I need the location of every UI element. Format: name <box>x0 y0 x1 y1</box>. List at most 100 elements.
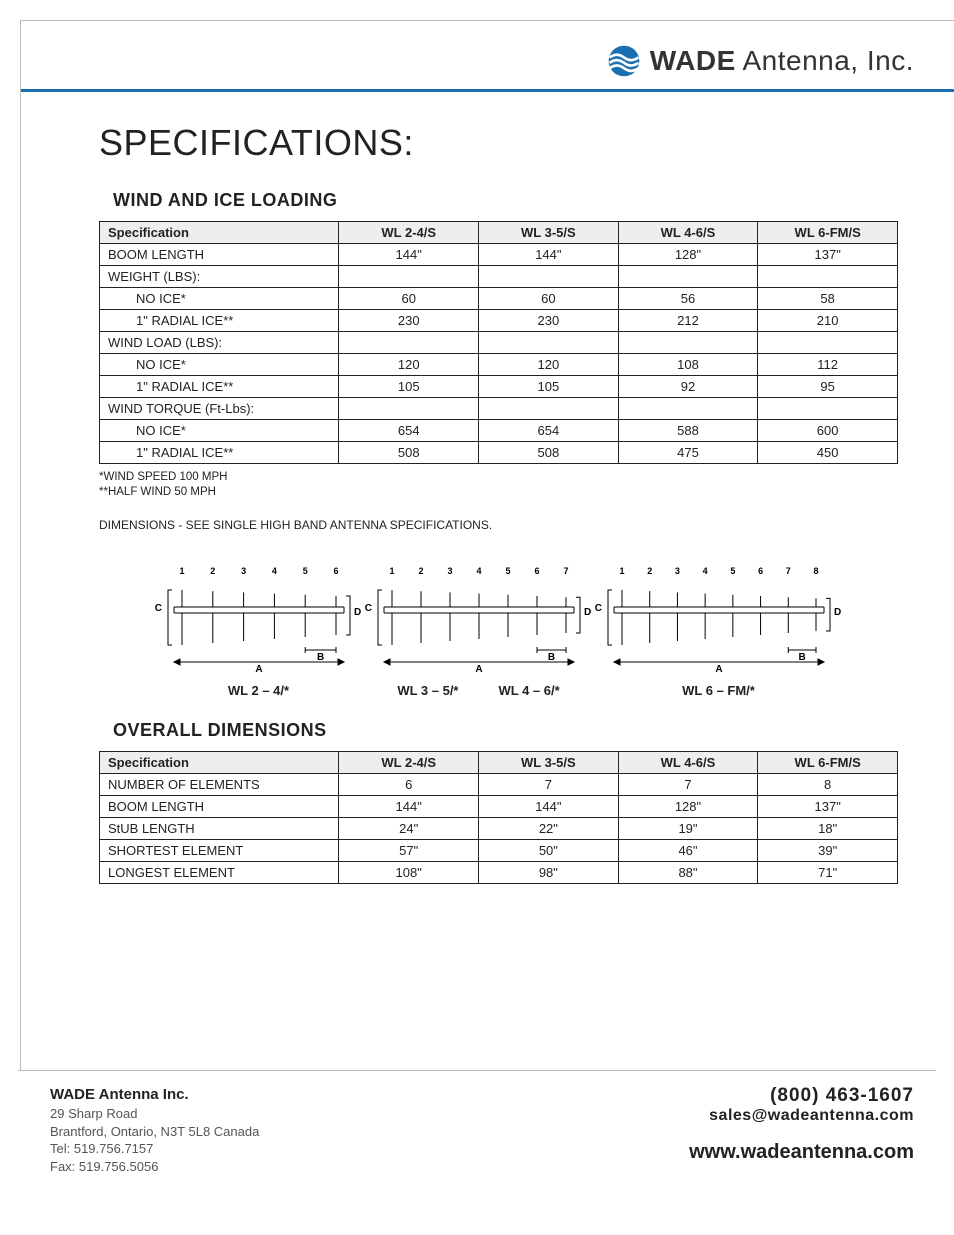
cell <box>339 332 479 354</box>
cell: 450 <box>758 442 898 464</box>
svg-text:A: A <box>475 664 482 672</box>
cell: 108" <box>339 861 479 883</box>
svg-text:1: 1 <box>619 566 624 576</box>
addr-line-2: Brantford, Ontario, N3T 5L8 Canada <box>50 1123 259 1141</box>
diagram-caption: WL 3 – 5/* <box>397 683 458 698</box>
row-label: WEIGHT (LBS): <box>100 266 339 288</box>
cell: 654 <box>479 420 619 442</box>
diagram-panel: 1234567CDABWL 3 – 5/*WL 4 – 6/* <box>364 562 594 698</box>
cell: 128" <box>618 244 758 266</box>
diagram-caption: WL 2 – 4/* <box>154 683 364 698</box>
svg-text:3: 3 <box>674 566 679 576</box>
cell <box>479 266 619 288</box>
cell: 60 <box>479 288 619 310</box>
website-url: www.wadeantenna.com <box>689 1141 914 1164</box>
cell: 60 <box>339 288 479 310</box>
cell <box>339 398 479 420</box>
table-row: WIND LOAD (LBS): <box>100 332 898 354</box>
antenna-diagrams: 123456CDABWL 2 – 4/*1234567CDABWL 3 – 5/… <box>99 562 898 698</box>
cell: 8 <box>758 773 898 795</box>
cell: 112 <box>758 354 898 376</box>
cell: 137" <box>758 795 898 817</box>
table-row: SHORTEST ELEMENT57"50"46"39" <box>100 839 898 861</box>
row-label: StUB LENGTH <box>100 817 339 839</box>
content-area: SPECIFICATIONS: WIND AND ICE LOADING Spe… <box>21 92 954 884</box>
svg-text:5: 5 <box>505 566 510 576</box>
cell: 144" <box>339 244 479 266</box>
cell: 144" <box>339 795 479 817</box>
tel-line: Tel: 519.756.7157 <box>50 1140 259 1158</box>
brand-light: Antenna, Inc. <box>736 45 914 76</box>
row-label: NO ICE* <box>100 420 339 442</box>
table-row: NUMBER OF ELEMENTS6778 <box>100 773 898 795</box>
svg-text:C: C <box>154 603 161 614</box>
cell <box>758 398 898 420</box>
cell: 7 <box>479 773 619 795</box>
table-row: BOOM LENGTH144"144"128"137" <box>100 795 898 817</box>
col-header: WL 6-FM/S <box>758 222 898 244</box>
table-row: WEIGHT (LBS): <box>100 266 898 288</box>
svg-text:6: 6 <box>333 566 338 576</box>
svg-text:4: 4 <box>702 566 707 576</box>
svg-text:1: 1 <box>389 566 394 576</box>
svg-text:8: 8 <box>813 566 818 576</box>
cell: 24" <box>339 817 479 839</box>
cell: 120 <box>339 354 479 376</box>
section1-heading: WIND AND ICE LOADING <box>113 190 898 211</box>
dimensions-table: SpecificationWL 2-4/SWL 3-5/SWL 4-6/SWL … <box>99 751 898 884</box>
svg-text:5: 5 <box>302 566 307 576</box>
cell: 19" <box>618 817 758 839</box>
brand-logo: WADE Antenna, Inc. <box>606 43 914 79</box>
cell <box>479 332 619 354</box>
row-label: NO ICE* <box>100 354 339 376</box>
cell: 50" <box>479 839 619 861</box>
row-label: SHORTEST ELEMENT <box>100 839 339 861</box>
cell: 7 <box>618 773 758 795</box>
col-header: Specification <box>100 222 339 244</box>
cell: 230 <box>479 310 619 332</box>
svg-text:B: B <box>798 652 805 663</box>
cell: 46" <box>618 839 758 861</box>
svg-text:4: 4 <box>476 566 481 576</box>
cell: 120 <box>479 354 619 376</box>
col-header: WL 3-5/S <box>479 751 619 773</box>
company-name: WADE Antenna Inc. <box>50 1085 259 1105</box>
diagram-caption: WL 6 – FM/* <box>594 683 844 698</box>
svg-text:5: 5 <box>730 566 735 576</box>
col-header: WL 4-6/S <box>618 751 758 773</box>
svg-text:B: B <box>316 652 323 663</box>
svg-text:7: 7 <box>563 566 568 576</box>
svg-text:6: 6 <box>758 566 763 576</box>
svg-text:C: C <box>364 603 371 614</box>
cell: 22" <box>479 817 619 839</box>
cell: 98" <box>479 861 619 883</box>
table-row: LONGEST ELEMENT108"98"88"71" <box>100 861 898 883</box>
footnotes: *WIND SPEED 100 MPH **HALF WIND 50 MPH <box>99 470 898 500</box>
fax-line: Fax: 519.756.5056 <box>50 1158 259 1176</box>
svg-text:3: 3 <box>447 566 452 576</box>
diagram-panel: 12345678CDABWL 6 – FM/* <box>594 562 844 698</box>
row-label: BOOM LENGTH <box>100 795 339 817</box>
svg-text:B: B <box>547 652 554 663</box>
svg-text:2: 2 <box>418 566 423 576</box>
footer-contact: (800) 463-1607 sales@wadeantenna.com www… <box>689 1085 914 1175</box>
page-frame: WADE Antenna, Inc. SPECIFICATIONS: WIND … <box>20 20 954 1070</box>
cell: 588 <box>618 420 758 442</box>
cell: 137" <box>758 244 898 266</box>
cell <box>758 332 898 354</box>
page-header: WADE Antenna, Inc. <box>21 21 954 92</box>
footnote-2: **HALF WIND 50 MPH <box>99 485 898 500</box>
svg-text:A: A <box>715 664 722 672</box>
cell: 144" <box>479 795 619 817</box>
cell: 108 <box>618 354 758 376</box>
addr-line-1: 29 Sharp Road <box>50 1105 259 1123</box>
svg-text:D: D <box>584 607 591 618</box>
col-header: WL 4-6/S <box>618 222 758 244</box>
cell: 230 <box>339 310 479 332</box>
wind-ice-table: SpecificationWL 2-4/SWL 3-5/SWL 4-6/SWL … <box>99 221 898 464</box>
cell: 600 <box>758 420 898 442</box>
cell: 92 <box>618 376 758 398</box>
cell: 105 <box>479 376 619 398</box>
svg-text:D: D <box>354 607 361 618</box>
dimension-note: DIMENSIONS - SEE SINGLE HIGH BAND ANTENN… <box>99 518 898 532</box>
